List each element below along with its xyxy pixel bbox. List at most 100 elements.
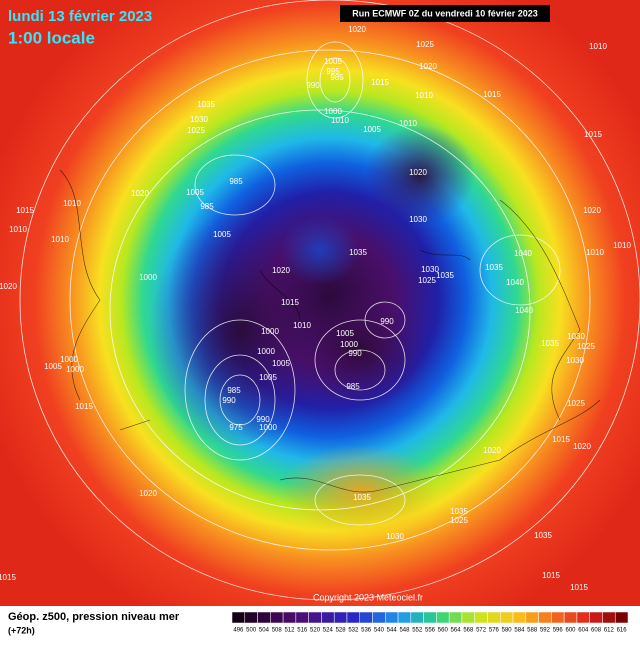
isobar-label: 1005 [363, 125, 381, 134]
isobar-label: 1005 [213, 230, 231, 239]
colorbar-cell [614, 611, 629, 624]
isobar-label: 1010 [51, 235, 69, 244]
isobar-label: 1035 [353, 493, 371, 502]
colorbar-label: 500 [246, 628, 257, 634]
caption: Géop. z500, pression niveau mer [8, 611, 180, 623]
isobar-label: 1030 [386, 532, 404, 541]
colorbar-label: 540 [374, 628, 385, 634]
isobar-label: 1040 [515, 306, 533, 315]
colorbar-cell [576, 611, 590, 624]
isobar-label: 1000 [261, 327, 279, 336]
isobar-label: 1015 [570, 583, 588, 592]
isobar-label: 1010 [399, 119, 417, 128]
isobar-label: 1020 [272, 266, 290, 275]
isobar-label: 1025 [450, 516, 468, 525]
isobar-label: 1020 [573, 442, 591, 451]
isobar-label: 1005 [336, 329, 354, 338]
colorbar-cell [448, 611, 463, 624]
colorbar-cell [551, 611, 565, 624]
isobar-label: 1005 [272, 359, 290, 368]
isobar-label: 1015 [542, 571, 560, 580]
isobar-label: 1010 [415, 91, 433, 100]
isobar-label: 985 [229, 177, 243, 186]
colorbar-label: 532 [348, 628, 359, 634]
subtitle: 1:00 locale [8, 28, 95, 47]
colorbar-cell [512, 611, 527, 624]
isobar-label: 1010 [9, 225, 27, 234]
isobar-label: 1015 [0, 573, 16, 582]
colorbar-cell [474, 611, 488, 624]
isobar-label: 1000 [139, 273, 157, 282]
isobar-label: 1030 [566, 356, 584, 365]
isobar-label: 1005 [186, 188, 204, 197]
colorbar-cell [589, 611, 603, 624]
isobar-label: 985 [227, 386, 241, 395]
isobar-label: 985 [346, 382, 360, 391]
isobar-label: 990 [256, 415, 270, 424]
isobar-label: 1015 [483, 90, 501, 99]
isobar-label: 1020 [139, 489, 157, 498]
isobar-label: 1025 [187, 126, 205, 135]
isobar-label: 1005 [324, 57, 342, 66]
colorbar-label: 508 [272, 628, 283, 634]
isobar-label: 1020 [131, 189, 149, 198]
colorbar-cell [602, 611, 616, 624]
colorbar-label: 556 [425, 628, 436, 634]
isobar-label: 1010 [63, 199, 81, 208]
colorbar-label: 548 [399, 628, 410, 634]
isobar-label: 1025 [567, 399, 585, 408]
isobar-label: 1020 [583, 206, 601, 215]
colorbar-label: 592 [540, 628, 551, 634]
colorbar-cell [538, 611, 552, 624]
isobar-label: 1025 [416, 40, 434, 49]
isobar-label: 990 [306, 81, 320, 90]
isobar-label: 1005 [259, 373, 277, 382]
colorbar-label: 584 [514, 628, 525, 634]
colorbar-cell [359, 611, 373, 624]
colorbar-label: 536 [361, 628, 372, 634]
isobar-label: 1025 [418, 276, 436, 285]
isobar-label: 1000 [60, 355, 78, 364]
colorbar-cell [563, 611, 578, 624]
colorbar-cell [282, 611, 297, 624]
isobar-label: 1000 [340, 340, 358, 349]
isobar-label: 1030 [567, 332, 585, 341]
isobar-label: 1040 [506, 278, 524, 287]
colorbar-cell [308, 611, 322, 624]
isobar-label: 1020 [0, 282, 17, 291]
colorbar-label: 568 [463, 628, 474, 634]
isobar-label: 1005 [44, 362, 62, 371]
isobar-label: 1035 [436, 271, 454, 280]
run-label: Run ECMWF 0Z du vendredi 10 février 2023 [352, 8, 538, 18]
isobar-label: 1015 [16, 206, 34, 215]
colorbar-label: 496 [233, 628, 244, 634]
isobar-label: 990 [380, 317, 394, 326]
colorbar-label: 604 [578, 628, 589, 634]
isobar-label: 1020 [409, 168, 427, 177]
colorbar: 496 500 504 508 512 516 520 524 528 532 536 540 544 5… [231, 611, 629, 634]
colorbar-cell [295, 611, 309, 624]
colorbar-label: 596 [553, 628, 564, 634]
trough [150, 210, 330, 450]
colorbar-cell [346, 611, 360, 624]
colorbar-label: 612 [604, 628, 615, 634]
isobar-label: 1015 [371, 78, 389, 87]
colorbar-label: 600 [566, 628, 577, 634]
isobar-label: 1010 [293, 321, 311, 330]
colorbar-cell [525, 611, 539, 624]
isobar-label: 1030 [190, 115, 208, 124]
colorbar-cell [321, 611, 335, 624]
ridge [280, 215, 360, 285]
colorbar-cell [333, 611, 348, 624]
colorbar-cell [423, 611, 437, 624]
isobar-label: 985 [200, 202, 214, 211]
isobar-label: 1010 [586, 248, 604, 257]
colorbar-cell [461, 611, 475, 624]
colorbar-label: 608 [591, 628, 602, 634]
colorbar-label: 560 [438, 628, 449, 634]
isobar-label: 975 [229, 423, 243, 432]
colorbar-label: 520 [310, 628, 321, 634]
isobar-label: 1000 [259, 423, 277, 432]
lead-time: (+72h) [8, 625, 35, 635]
